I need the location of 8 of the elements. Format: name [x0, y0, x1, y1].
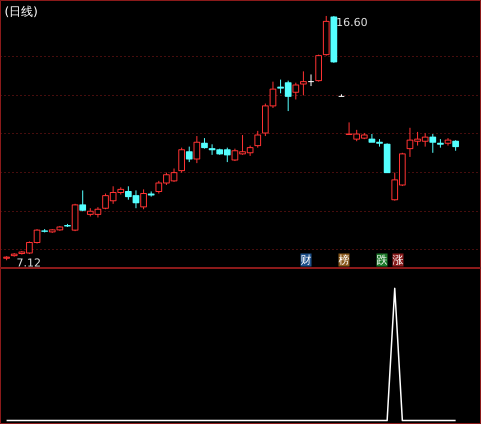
annotation: 16.60: [336, 16, 368, 29]
annotation: 榜: [338, 254, 350, 266]
annotation: 跌: [376, 254, 388, 266]
annotation: 财: [300, 254, 312, 266]
chart-title: (日线): [4, 4, 38, 18]
annotation: 7.12: [16, 256, 41, 270]
annotation: 涨: [392, 254, 404, 266]
candlestick: [300, 70, 307, 96]
